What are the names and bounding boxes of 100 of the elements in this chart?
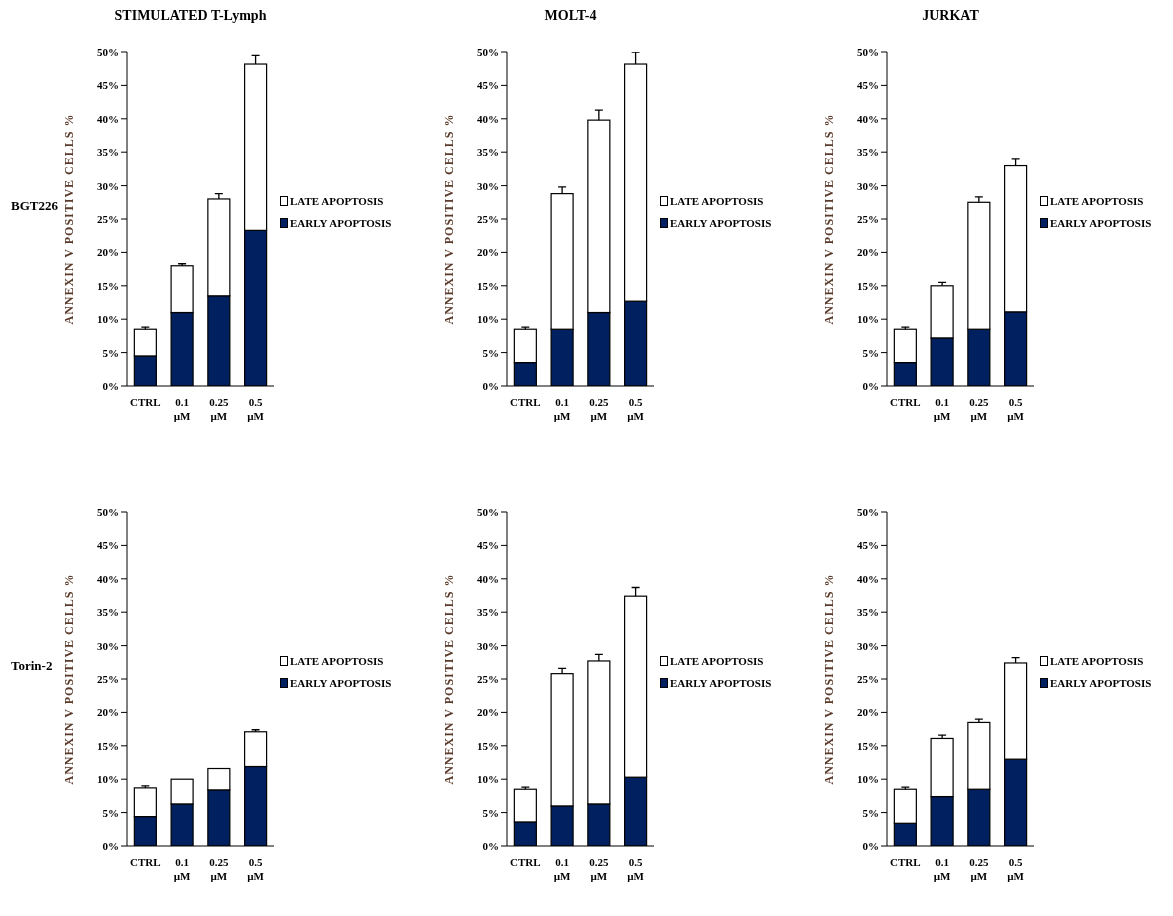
y-tick-label: 45% [97,79,119,92]
text: Torin-2 [11,658,53,674]
y-tick-label: 10% [477,313,499,326]
y-tick-label: 35% [477,146,499,159]
x-tick-label: 0.1 µM [933,396,952,422]
y-tick-label: 25% [97,212,119,225]
y-tick-label: 35% [857,146,879,159]
y-axis-title: ANNEXIN V POSITIVE CELLS % [442,573,457,785]
x-tick-label: 0.25 µM [209,396,229,422]
y-tick-label: 35% [97,146,119,159]
x-tick-label: 0.25 µM [209,856,229,882]
y-tick-label: 40% [97,112,119,125]
x-tick-label: 0.25 µM [589,856,609,882]
y-tick-label: 35% [97,606,119,619]
y-tick-label: 30% [857,639,879,652]
y-tick-label: 25% [97,672,119,685]
y-tick-label: 30% [97,179,119,192]
y-axis-title: ANNEXIN V POSITIVE CELLS % [442,113,457,325]
y-tick-label: 30% [477,179,499,192]
legend-label: LATE APOPTOSIS [1050,195,1144,207]
legend-label: EARLY APOPTOSIS [670,677,772,689]
legend-label: EARLY APOPTOSIS [290,217,392,229]
x-tick-label: 0.5 µM [627,856,645,882]
y-tick-label: 20% [477,246,499,259]
y-tick-label: 5% [102,806,119,819]
legend-label: EARLY APOPTOSIS [1050,677,1152,689]
y-tick-label: 5% [862,806,879,819]
x-tick-label: CTRL [510,396,541,408]
y-axis-title: ANNEXIN V POSITIVE CELLS % [62,113,77,325]
y-tick-label: 0% [482,839,499,852]
y-tick-label: 45% [477,539,499,552]
y-tick-label: 25% [857,212,879,225]
legend-label: LATE APOPTOSIS [1050,655,1144,667]
x-tick-label: CTRL [130,396,161,408]
y-tick-label: 40% [857,112,879,125]
legend-label: LATE APOPTOSIS [670,195,764,207]
y-tick-label: 5% [482,346,499,359]
y-tick-label: 40% [477,112,499,125]
x-tick-label: 0.5 µM [1007,396,1025,422]
x-tick-label: 0.1 µM [173,856,192,882]
x-tick-label: 0.25 µM [969,396,989,422]
y-tick-label: 45% [857,539,879,552]
y-tick-label: 25% [857,672,879,685]
y-axis-title: ANNEXIN V POSITIVE CELLS % [62,573,77,785]
y-tick-label: 50% [97,45,119,58]
x-tick-label: CTRL [510,856,541,868]
y-tick-label: 10% [97,313,119,326]
chart-title: MOLT-4 [543,8,598,24]
y-tick-label: 20% [97,706,119,719]
y-tick-label: 50% [477,45,499,58]
y-tick-label: 25% [477,212,499,225]
x-tick-label: 0.5 µM [1007,856,1025,882]
legend-label: LATE APOPTOSIS [290,195,384,207]
legend-label: EARLY APOPTOSIS [670,217,772,229]
y-tick-label: 15% [97,739,119,752]
y-tick-label: 10% [97,773,119,786]
x-tick-label: 0.25 µM [589,396,609,422]
x-tick-label: CTRL [130,856,161,868]
y-tick-label: 45% [857,79,879,92]
legend-label: EARLY APOPTOSIS [1050,217,1152,229]
legend-label: EARLY APOPTOSIS [290,677,392,689]
y-tick-label: 0% [102,379,119,392]
y-tick-label: 50% [477,505,499,518]
y-tick-label: 30% [477,639,499,652]
y-tick-label: 40% [857,572,879,585]
y-tick-label: 25% [477,672,499,685]
y-tick-label: 20% [857,246,879,259]
text: BGT226 [11,198,58,214]
y-tick-label: 50% [857,505,879,518]
y-tick-label: 50% [857,45,879,58]
x-tick-label: 0.1 µM [553,396,572,422]
y-tick-label: 0% [862,839,879,852]
y-tick-label: 20% [857,706,879,719]
y-tick-label: 10% [857,313,879,326]
x-tick-label: 0.1 µM [173,396,192,422]
y-tick-label: 45% [477,79,499,92]
legend-label: LATE APOPTOSIS [290,655,384,667]
y-tick-label: 20% [477,706,499,719]
x-tick-label: 0.5 µM [247,396,265,422]
y-tick-label: 35% [477,606,499,619]
x-tick-label: 0.1 µM [553,856,572,882]
y-tick-label: 0% [862,379,879,392]
y-axis-title: ANNEXIN V POSITIVE CELLS % [822,573,837,785]
y-tick-label: 5% [482,806,499,819]
y-tick-label: 40% [477,572,499,585]
y-tick-label: 50% [97,505,119,518]
y-tick-label: 40% [97,572,119,585]
x-tick-label: CTRL [890,396,921,408]
legend-label: LATE APOPTOSIS [670,655,764,667]
x-tick-label: CTRL [890,856,921,868]
x-tick-label: 0.5 µM [627,396,645,422]
y-tick-label: 30% [857,179,879,192]
x-tick-label: 0.1 µM [933,856,952,882]
y-tick-label: 20% [97,246,119,259]
chart-title: STIMULATED T-Lymph [113,8,268,24]
y-tick-label: 5% [102,346,119,359]
y-tick-label: 35% [857,606,879,619]
y-tick-label: 0% [482,379,499,392]
y-tick-label: 15% [857,279,879,292]
x-tick-label: 0.5 µM [247,856,265,882]
